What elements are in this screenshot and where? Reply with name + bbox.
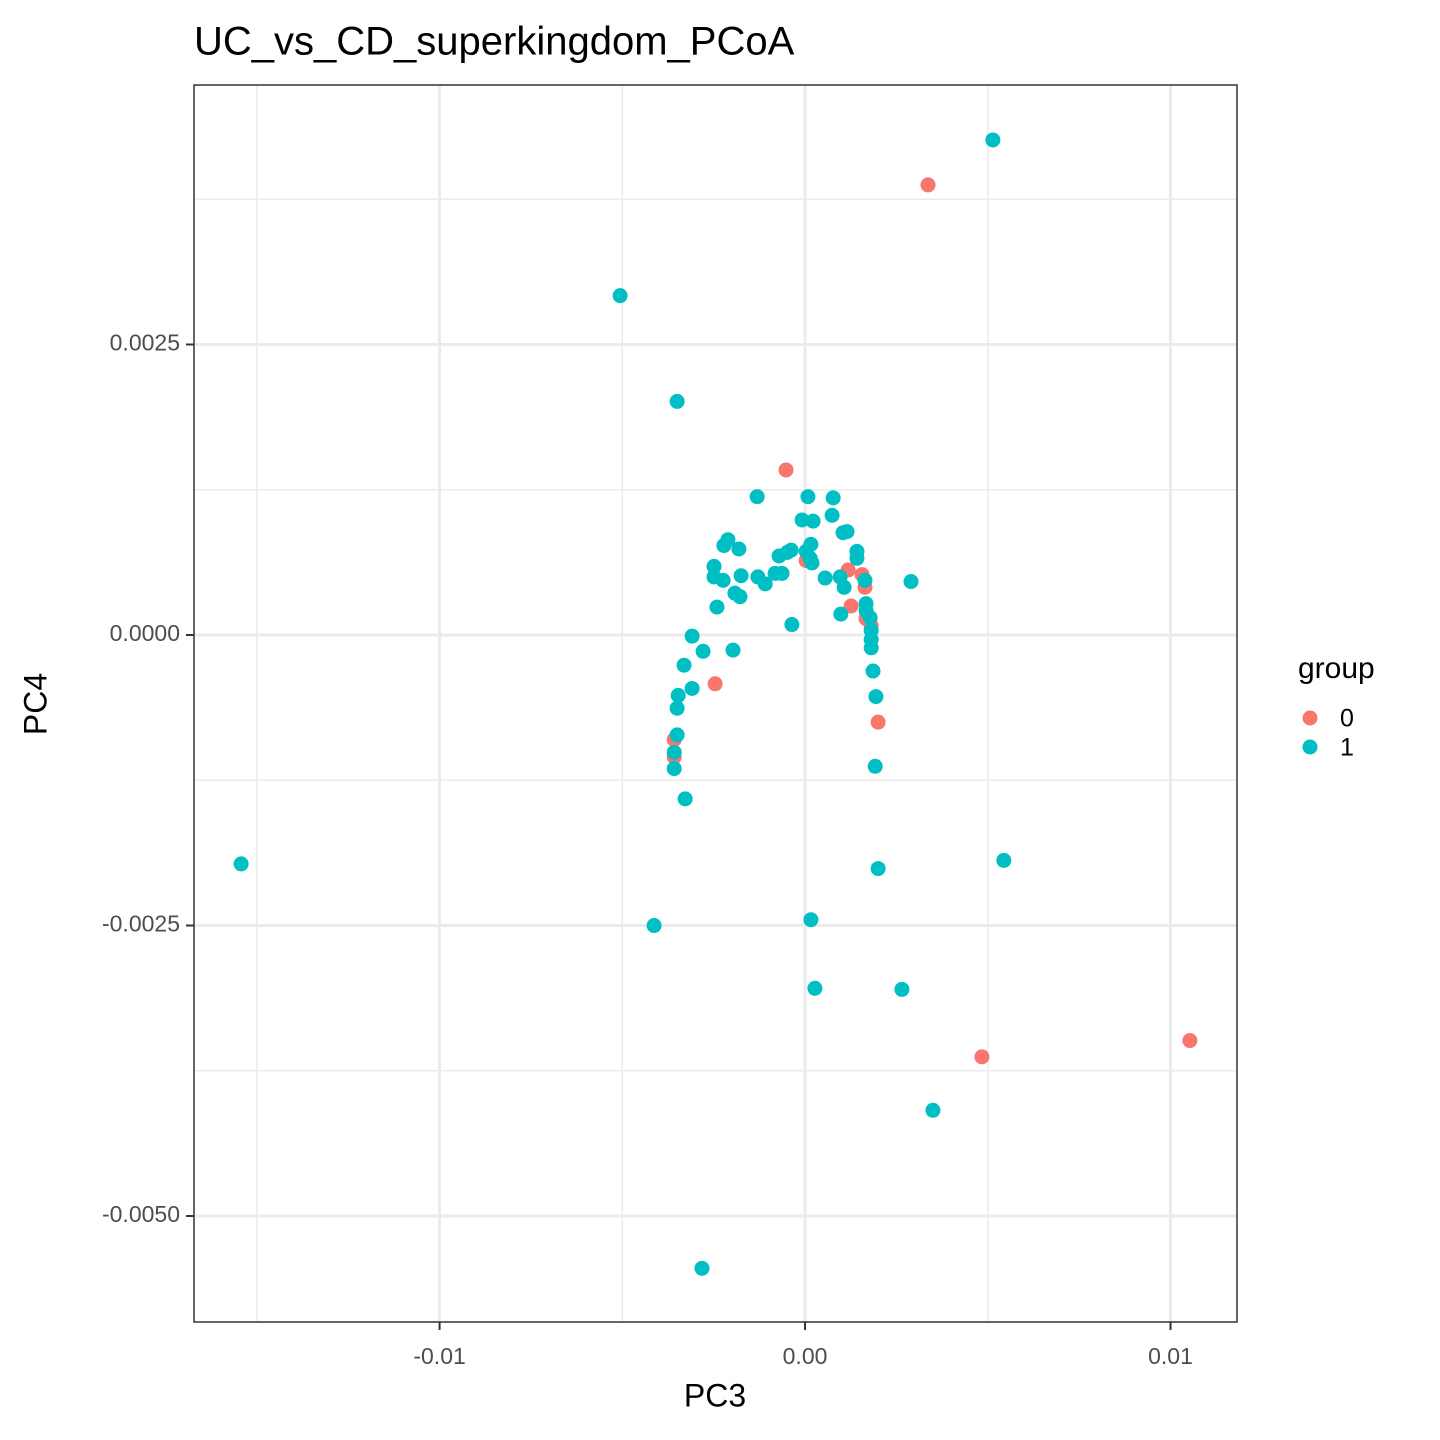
point: [669, 727, 685, 743]
point: [833, 606, 849, 622]
point: [666, 744, 682, 760]
point: [804, 555, 820, 571]
point: [709, 599, 725, 615]
point: [783, 542, 799, 558]
point: [778, 462, 794, 478]
point: [731, 541, 747, 557]
point: [894, 981, 910, 997]
x-tick-label: -0.01: [413, 1343, 465, 1369]
point: [695, 643, 711, 659]
point: [805, 513, 821, 529]
legend-label: 0: [1340, 705, 1354, 733]
point: [985, 132, 1001, 148]
point: [732, 589, 748, 605]
point: [794, 512, 810, 528]
point: [862, 610, 878, 626]
point: [867, 758, 883, 774]
point: [233, 856, 249, 872]
legend-title: group: [1298, 652, 1375, 685]
point: [803, 912, 819, 928]
point: [849, 550, 865, 566]
y-tick-label: -0.0050: [102, 1201, 180, 1227]
point: [903, 574, 919, 590]
point: [868, 689, 884, 705]
point: [707, 676, 723, 692]
point: [733, 568, 749, 584]
point: [666, 761, 682, 777]
x-axis-title: PC3: [684, 1377, 746, 1413]
point: [863, 640, 879, 656]
point: [843, 598, 859, 614]
point: [706, 558, 722, 574]
point: [920, 177, 936, 193]
point: [646, 918, 662, 934]
point: [996, 852, 1012, 868]
point: [757, 576, 773, 592]
x-tick-label: 0.01: [1148, 1343, 1193, 1369]
point: [784, 617, 800, 633]
chart-title: UC_vs_CD_superkingdom_PCoA: [194, 20, 795, 64]
point: [1182, 1033, 1198, 1049]
point: [612, 288, 628, 304]
point: [870, 714, 886, 730]
legend-key: [1302, 739, 1318, 755]
point: [800, 489, 816, 505]
point: [684, 680, 700, 696]
y-tick-label: 0.0025: [110, 330, 180, 356]
panel-border: [193, 84, 1238, 1323]
point: [974, 1049, 990, 1065]
y-tick-label: -0.0025: [102, 911, 180, 937]
point: [825, 490, 841, 506]
point: [694, 1260, 710, 1276]
point: [839, 524, 855, 540]
point: [676, 657, 692, 673]
point: [725, 642, 741, 658]
legend-label: 1: [1340, 734, 1354, 762]
point: [684, 628, 700, 644]
point: [836, 579, 852, 595]
point: [857, 572, 873, 588]
point: [824, 507, 840, 523]
x-tick-label: 0.00: [783, 1343, 828, 1369]
point: [925, 1102, 941, 1118]
point: [774, 565, 790, 581]
point: [870, 861, 886, 877]
point: [716, 538, 732, 554]
point: [817, 570, 833, 586]
point: [677, 791, 693, 807]
point: [669, 700, 685, 716]
point: [807, 980, 823, 996]
point: [865, 663, 881, 679]
y-axis-title: PC4: [17, 673, 53, 735]
y-tick-label: 0.0000: [110, 620, 180, 646]
point: [749, 489, 765, 505]
point: [670, 687, 686, 703]
point: [715, 572, 731, 588]
point: [669, 393, 685, 409]
legend-key: [1302, 710, 1318, 726]
